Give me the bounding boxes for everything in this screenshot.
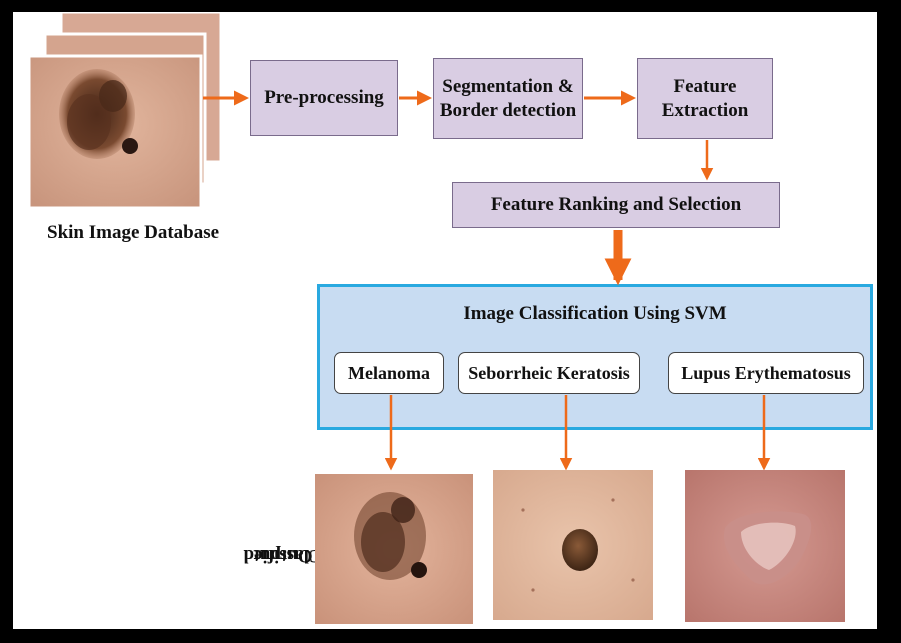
preprocessing-box: Pre-processing — [250, 60, 398, 136]
feature-ranking-box: Feature Ranking and Selection — [452, 182, 780, 228]
class-melanoma: Melanoma — [334, 352, 444, 394]
feature-extraction-label-line1: Feature — [673, 75, 737, 97]
connector-arrows — [203, 90, 771, 471]
segmentation-label-line2: Border detection — [439, 99, 577, 121]
database-label: Skin Image Database — [47, 222, 220, 243]
classified-output-label: Classified Output — [243, 480, 322, 630]
output-image-melanoma — [315, 474, 473, 624]
skin-image-database-stack — [27, 12, 223, 210]
segmentation-label-line1: Segmentation & — [442, 75, 574, 97]
output-image-seborrheic-keratosis — [493, 470, 653, 620]
diagram-canvas: Skin Image Database Pre-processing Segme… — [13, 12, 877, 629]
class-lupus-erythematosus: Lupus Erythematosus — [668, 352, 864, 394]
output-image-lupus-erythematosus — [685, 470, 845, 622]
segmentation-box: Segmentation & Border detection — [433, 58, 583, 139]
feature-extraction-label-line2: Extraction — [661, 99, 749, 121]
preprocessing-label: Pre-processing — [264, 87, 384, 109]
classified-output-line2: Output — [253, 544, 313, 566]
feature-ranking-label: Feature Ranking and Selection — [490, 194, 742, 216]
feature-extraction-box: Feature Extraction — [637, 58, 773, 139]
class-seborrheic-keratosis: Seborrheic Keratosis — [458, 352, 640, 394]
svm-title: Image Classification Using SVM — [463, 303, 727, 324]
